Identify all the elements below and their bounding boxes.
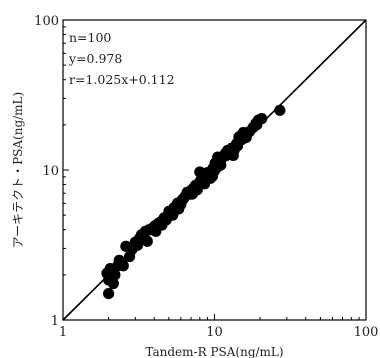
y-tick-label: 100 [34, 14, 59, 29]
annotation-regression: r=1.025x+0.112 [69, 72, 175, 87]
data-point [251, 119, 263, 131]
y-axis-label: アーキテクト・PSA(ng/mL) [11, 92, 25, 248]
data-point [109, 269, 121, 281]
stats-annotation: n=100 y=0.978 r=1.025x+0.112 [68, 30, 175, 87]
annotation-y: y=0.978 [68, 51, 122, 66]
data-point [167, 209, 179, 221]
y-tick-label: 1 [51, 314, 59, 329]
data-point [227, 149, 239, 162]
data-point [171, 197, 184, 209]
data-point [206, 170, 219, 182]
data-point [117, 260, 129, 272]
axis-ticks: 1 10 100 1 10 100 [34, 14, 378, 340]
identity-line [62, 19, 367, 321]
data-point [192, 178, 204, 191]
data-point [154, 216, 167, 228]
data-point [194, 166, 206, 178]
data-point [133, 232, 146, 244]
annotation-n: n=100 [69, 30, 111, 45]
data-point [231, 140, 244, 152]
data-point [212, 151, 224, 163]
data-point [145, 224, 157, 236]
y-tick-label: 10 [42, 164, 59, 179]
x-tick-label: 10 [206, 325, 223, 340]
data-point [187, 187, 199, 199]
x-tick-label: 100 [354, 325, 379, 340]
x-tick-label: 1 [59, 325, 67, 340]
data-point [103, 287, 115, 300]
x-axis-label: Tandem-R PSA(ng/mL) [145, 345, 283, 358]
data-point [107, 277, 119, 290]
